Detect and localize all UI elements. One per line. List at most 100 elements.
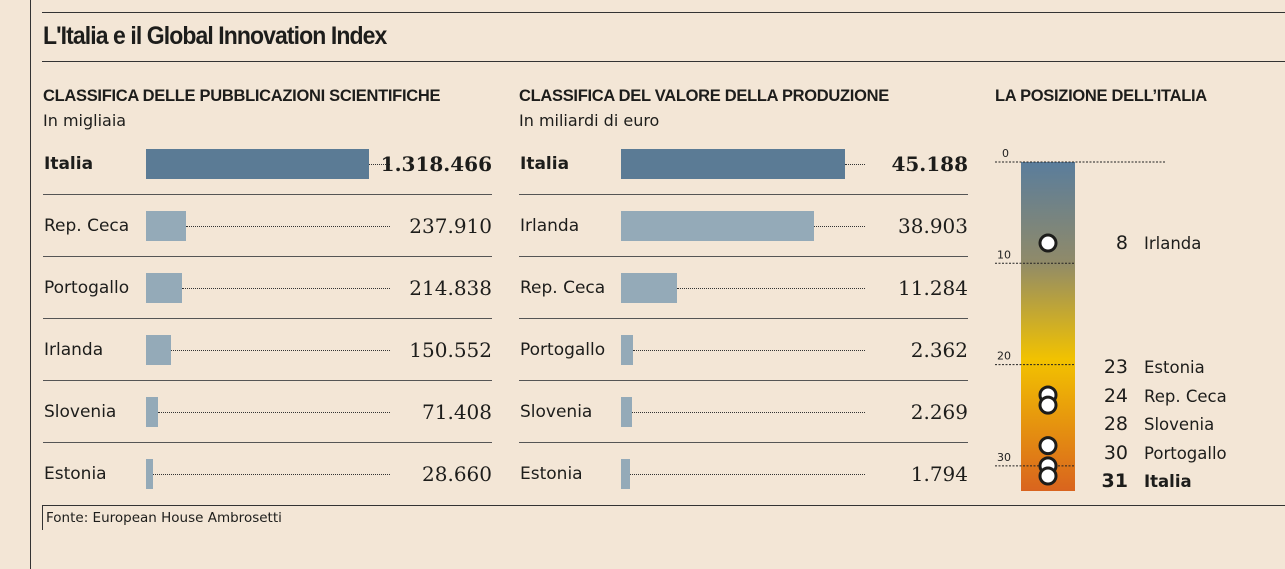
rank-country: Slovenia (1144, 415, 1214, 434)
rank-number: 23 (1104, 356, 1128, 378)
leader-line (813, 226, 865, 227)
category-label: Portogallo (44, 278, 130, 298)
tick-label: 0 (1002, 147, 1009, 160)
rank-country: Rep. Ceca (1144, 387, 1227, 406)
rank-country: Italia (1144, 472, 1192, 491)
value-label: 1.318.466 (380, 152, 492, 176)
row-separator (43, 318, 492, 319)
rank-marker (1038, 395, 1058, 415)
leader-line (186, 226, 390, 227)
bar-row: Rep. Ceca 11.284 (519, 257, 968, 319)
tick-label: 30 (997, 451, 1011, 464)
bar (146, 335, 172, 365)
row-separator (43, 380, 492, 381)
top-rule (42, 12, 1285, 13)
value-label: 71.408 (422, 400, 492, 424)
category-label: Italia (44, 154, 94, 174)
leader-line (845, 164, 865, 165)
category-label: Estonia (44, 464, 107, 484)
category-label: Rep. Ceca (520, 278, 606, 298)
leader-line (158, 412, 390, 413)
row-separator (43, 194, 492, 195)
category-label: Slovenia (520, 402, 593, 422)
value-label: 150.552 (409, 338, 492, 362)
rank-number: 28 (1104, 413, 1128, 435)
bar (146, 211, 187, 241)
value-label: 45.188 (891, 152, 968, 176)
chart3-title: LA POSIZIONE DELL’ITALIA (995, 87, 1207, 105)
row-separator (43, 256, 492, 257)
value-label: 2.269 (910, 400, 968, 424)
category-label: Irlanda (44, 340, 104, 360)
row-separator (519, 194, 968, 195)
bar (621, 211, 814, 241)
tick-label: 10 (997, 248, 1011, 261)
row-separator (519, 318, 968, 319)
leader-line (632, 412, 865, 413)
value-label: 2.362 (910, 338, 968, 362)
rank-number: 8 (1116, 232, 1128, 254)
left-border (30, 0, 31, 569)
bar-row: Portogallo 214.838 (43, 257, 492, 319)
title-rule (42, 61, 1285, 62)
bottom-rule (42, 505, 1285, 506)
bar (146, 397, 159, 427)
row-separator (519, 380, 968, 381)
value-label: 1.794 (910, 462, 968, 486)
bar (146, 149, 369, 179)
rank-marker (1038, 466, 1058, 486)
leader-line (182, 288, 390, 289)
bar (621, 335, 633, 365)
category-label: Italia (520, 154, 570, 174)
value-label: 11.284 (898, 276, 968, 300)
source-tick (42, 505, 43, 530)
source-note: Fonte: European House Ambrosetti (46, 510, 282, 526)
value-label: 28.660 (422, 462, 492, 486)
bar (621, 273, 677, 303)
row-separator (43, 442, 492, 443)
value-label: 214.838 (409, 276, 492, 300)
bar-row: Italia 1.318.466 (43, 133, 492, 195)
category-label: Estonia (520, 464, 583, 484)
leader-line (629, 474, 865, 475)
rank-country: Portogallo (1144, 444, 1227, 463)
bar (146, 273, 183, 303)
category-label: Irlanda (520, 216, 580, 236)
category-label: Slovenia (44, 402, 117, 422)
bar-row: Slovenia 2.269 (519, 381, 968, 443)
bar (146, 459, 153, 489)
rank-number: 31 (1102, 470, 1128, 492)
value-label: 237.910 (409, 214, 492, 238)
bar (621, 149, 845, 179)
category-label: Portogallo (520, 340, 606, 360)
value-label: 38.903 (898, 214, 968, 238)
tick-label: 20 (997, 350, 1011, 363)
leader-line (153, 474, 390, 475)
leader-line (171, 350, 390, 351)
bar (621, 397, 633, 427)
bar-row: Estonia 1.794 (519, 443, 968, 505)
rank-marker (1038, 436, 1058, 456)
bar (621, 459, 630, 489)
bar-row: Portogallo 2.362 (519, 319, 968, 381)
category-label: Rep. Ceca (44, 216, 130, 236)
chart1-subtitle: In migliaia (43, 111, 127, 130)
bar-row: Slovenia 71.408 (43, 381, 492, 443)
leader-line (676, 288, 865, 289)
bar-row: Irlanda 150.552 (43, 319, 492, 381)
bar-row: Rep. Ceca 237.910 (43, 195, 492, 257)
bar-row: Estonia 28.660 (43, 443, 492, 505)
page-title: L'Italia e il Global Innovation Index (43, 22, 387, 50)
row-separator (519, 256, 968, 257)
bar-row: Irlanda 38.903 (519, 195, 968, 257)
rank-country: Irlanda (1144, 234, 1201, 253)
row-separator (519, 442, 968, 443)
rank-country: Estonia (1144, 358, 1205, 377)
chart2-subtitle: In miliardi di euro (519, 111, 660, 130)
bar-row: Italia 45.188 (519, 133, 968, 195)
leader-line (632, 350, 865, 351)
rank-marker (1038, 233, 1058, 253)
rank-number: 30 (1104, 442, 1128, 464)
rank-number: 24 (1104, 385, 1128, 407)
